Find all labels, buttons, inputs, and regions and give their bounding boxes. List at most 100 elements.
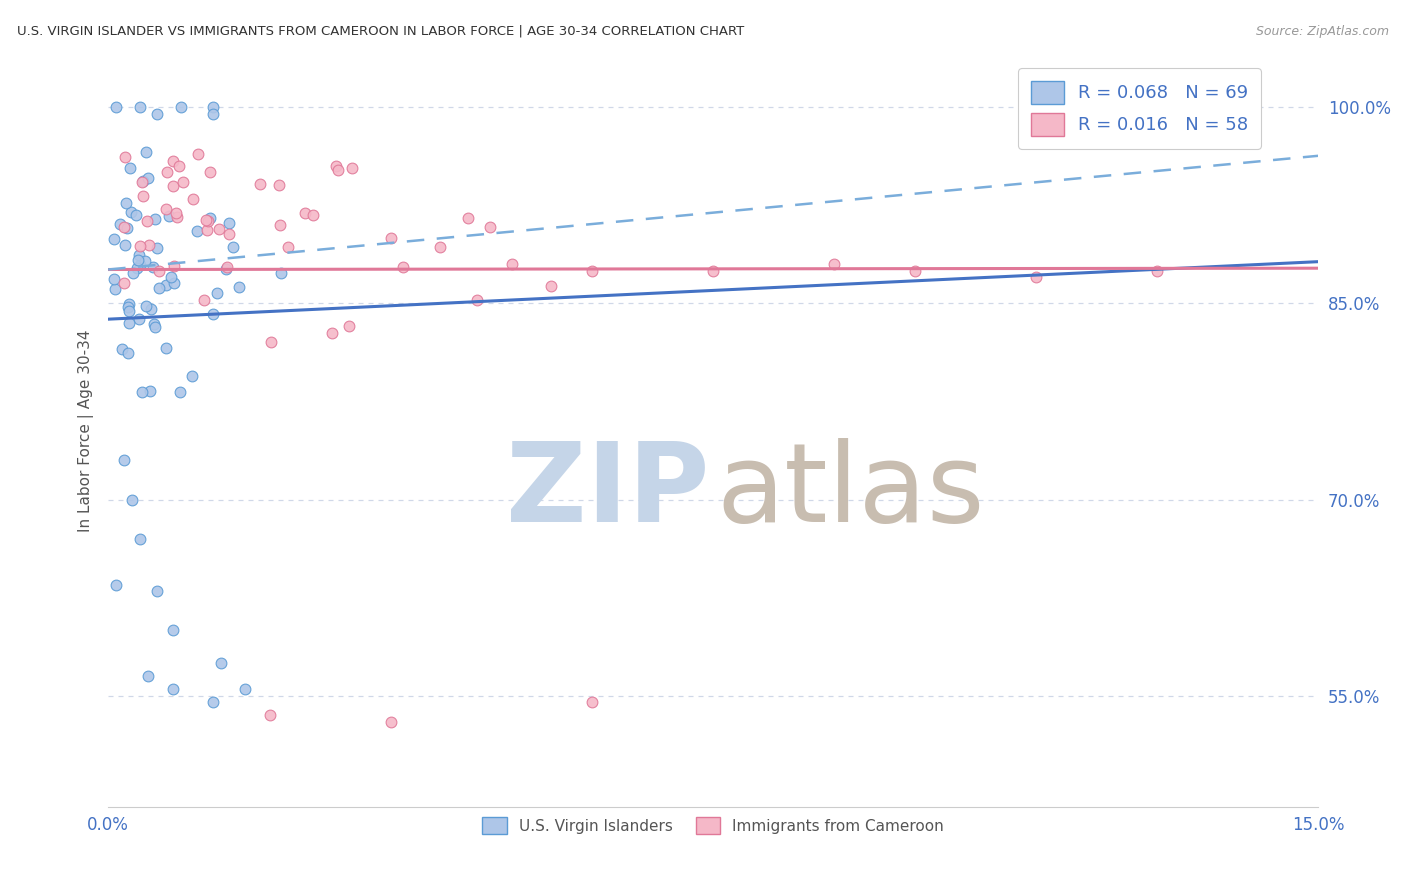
- Point: [162, 153, 184, 168]
- Point: [121, 492, 143, 507]
- Point: [218, 216, 240, 230]
- Point: [117, 300, 139, 314]
- Point: [135, 214, 157, 228]
- Point: [122, 266, 145, 280]
- Point: [124, 208, 146, 222]
- Point: [207, 286, 229, 301]
- Point: [166, 211, 188, 225]
- Point: [163, 276, 186, 290]
- Point: [136, 170, 159, 185]
- Point: [339, 318, 361, 333]
- Point: [163, 260, 186, 274]
- Point: [222, 240, 245, 254]
- Point: [129, 100, 152, 114]
- Point: [321, 326, 343, 340]
- Point: [187, 147, 209, 161]
- Point: [148, 264, 170, 278]
- Point: [581, 264, 603, 278]
- Point: [155, 202, 177, 217]
- Point: [103, 231, 125, 245]
- Point: [156, 165, 179, 179]
- Point: [269, 178, 291, 192]
- Point: [218, 227, 240, 242]
- Point: [823, 257, 845, 271]
- Point: [162, 178, 184, 193]
- Point: [478, 219, 501, 234]
- Point: [269, 218, 291, 232]
- Point: [127, 252, 149, 267]
- Point: [270, 266, 292, 280]
- Point: [155, 342, 177, 356]
- Point: [105, 100, 128, 114]
- Point: [120, 204, 142, 219]
- Point: [117, 346, 139, 360]
- Point: [142, 260, 165, 274]
- Point: [148, 281, 170, 295]
- Point: [117, 304, 139, 318]
- Point: [457, 211, 479, 225]
- Point: [135, 299, 157, 313]
- Point: [501, 257, 523, 271]
- Point: [325, 159, 347, 173]
- Point: [128, 258, 150, 272]
- Point: [208, 221, 231, 235]
- Point: [143, 212, 166, 227]
- Point: [260, 335, 283, 350]
- Point: [155, 277, 177, 292]
- Point: [112, 276, 135, 290]
- Point: [380, 714, 402, 729]
- Point: [128, 311, 150, 326]
- Point: [197, 214, 219, 228]
- Point: [128, 247, 150, 261]
- Point: [145, 107, 167, 121]
- Point: [180, 368, 202, 383]
- Point: [143, 320, 166, 334]
- Point: [581, 695, 603, 709]
- Y-axis label: In Labor Force | Age 30-34: In Labor Force | Age 30-34: [79, 330, 94, 533]
- Point: [181, 192, 204, 206]
- Point: [131, 175, 153, 189]
- Point: [249, 178, 271, 192]
- Point: [170, 100, 193, 114]
- Point: [326, 162, 349, 177]
- Text: Source: ZipAtlas.com: Source: ZipAtlas.com: [1256, 25, 1389, 38]
- Point: [904, 264, 927, 278]
- Point: [108, 217, 131, 231]
- Point: [193, 293, 215, 307]
- Text: U.S. VIRGIN ISLANDER VS IMMIGRANTS FROM CAMEROON IN LABOR FORCE | AGE 30-34 CORR: U.S. VIRGIN ISLANDER VS IMMIGRANTS FROM …: [17, 25, 744, 38]
- Point: [105, 577, 128, 591]
- Point: [540, 279, 562, 293]
- Point: [104, 281, 127, 295]
- Point: [114, 238, 136, 252]
- Point: [114, 195, 136, 210]
- Legend: U.S. Virgin Islanders, Immigrants from Cameroon: U.S. Virgin Islanders, Immigrants from C…: [477, 811, 950, 840]
- Point: [111, 343, 134, 357]
- Point: [134, 254, 156, 268]
- Point: [127, 260, 149, 275]
- Point: [1146, 100, 1168, 114]
- Point: [167, 160, 190, 174]
- Point: [134, 145, 156, 159]
- Point: [115, 221, 138, 235]
- Point: [146, 241, 169, 255]
- Point: [162, 682, 184, 697]
- Point: [467, 293, 489, 307]
- Point: [202, 695, 225, 709]
- Point: [118, 297, 141, 311]
- Point: [118, 316, 141, 330]
- Point: [294, 206, 316, 220]
- Point: [145, 584, 167, 599]
- Point: [1146, 264, 1168, 278]
- Point: [380, 231, 402, 245]
- Point: [702, 264, 724, 278]
- Text: ZIP: ZIP: [506, 438, 710, 544]
- Point: [118, 161, 141, 176]
- Point: [160, 270, 183, 285]
- Point: [129, 532, 152, 546]
- Point: [215, 261, 238, 276]
- Point: [112, 453, 135, 467]
- Point: [200, 165, 222, 179]
- Point: [114, 150, 136, 164]
- Point: [169, 385, 191, 400]
- Point: [198, 211, 221, 226]
